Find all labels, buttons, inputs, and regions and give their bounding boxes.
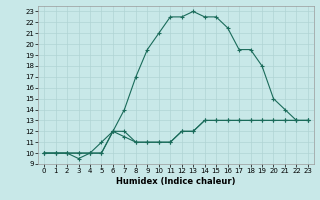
X-axis label: Humidex (Indice chaleur): Humidex (Indice chaleur) (116, 177, 236, 186)
